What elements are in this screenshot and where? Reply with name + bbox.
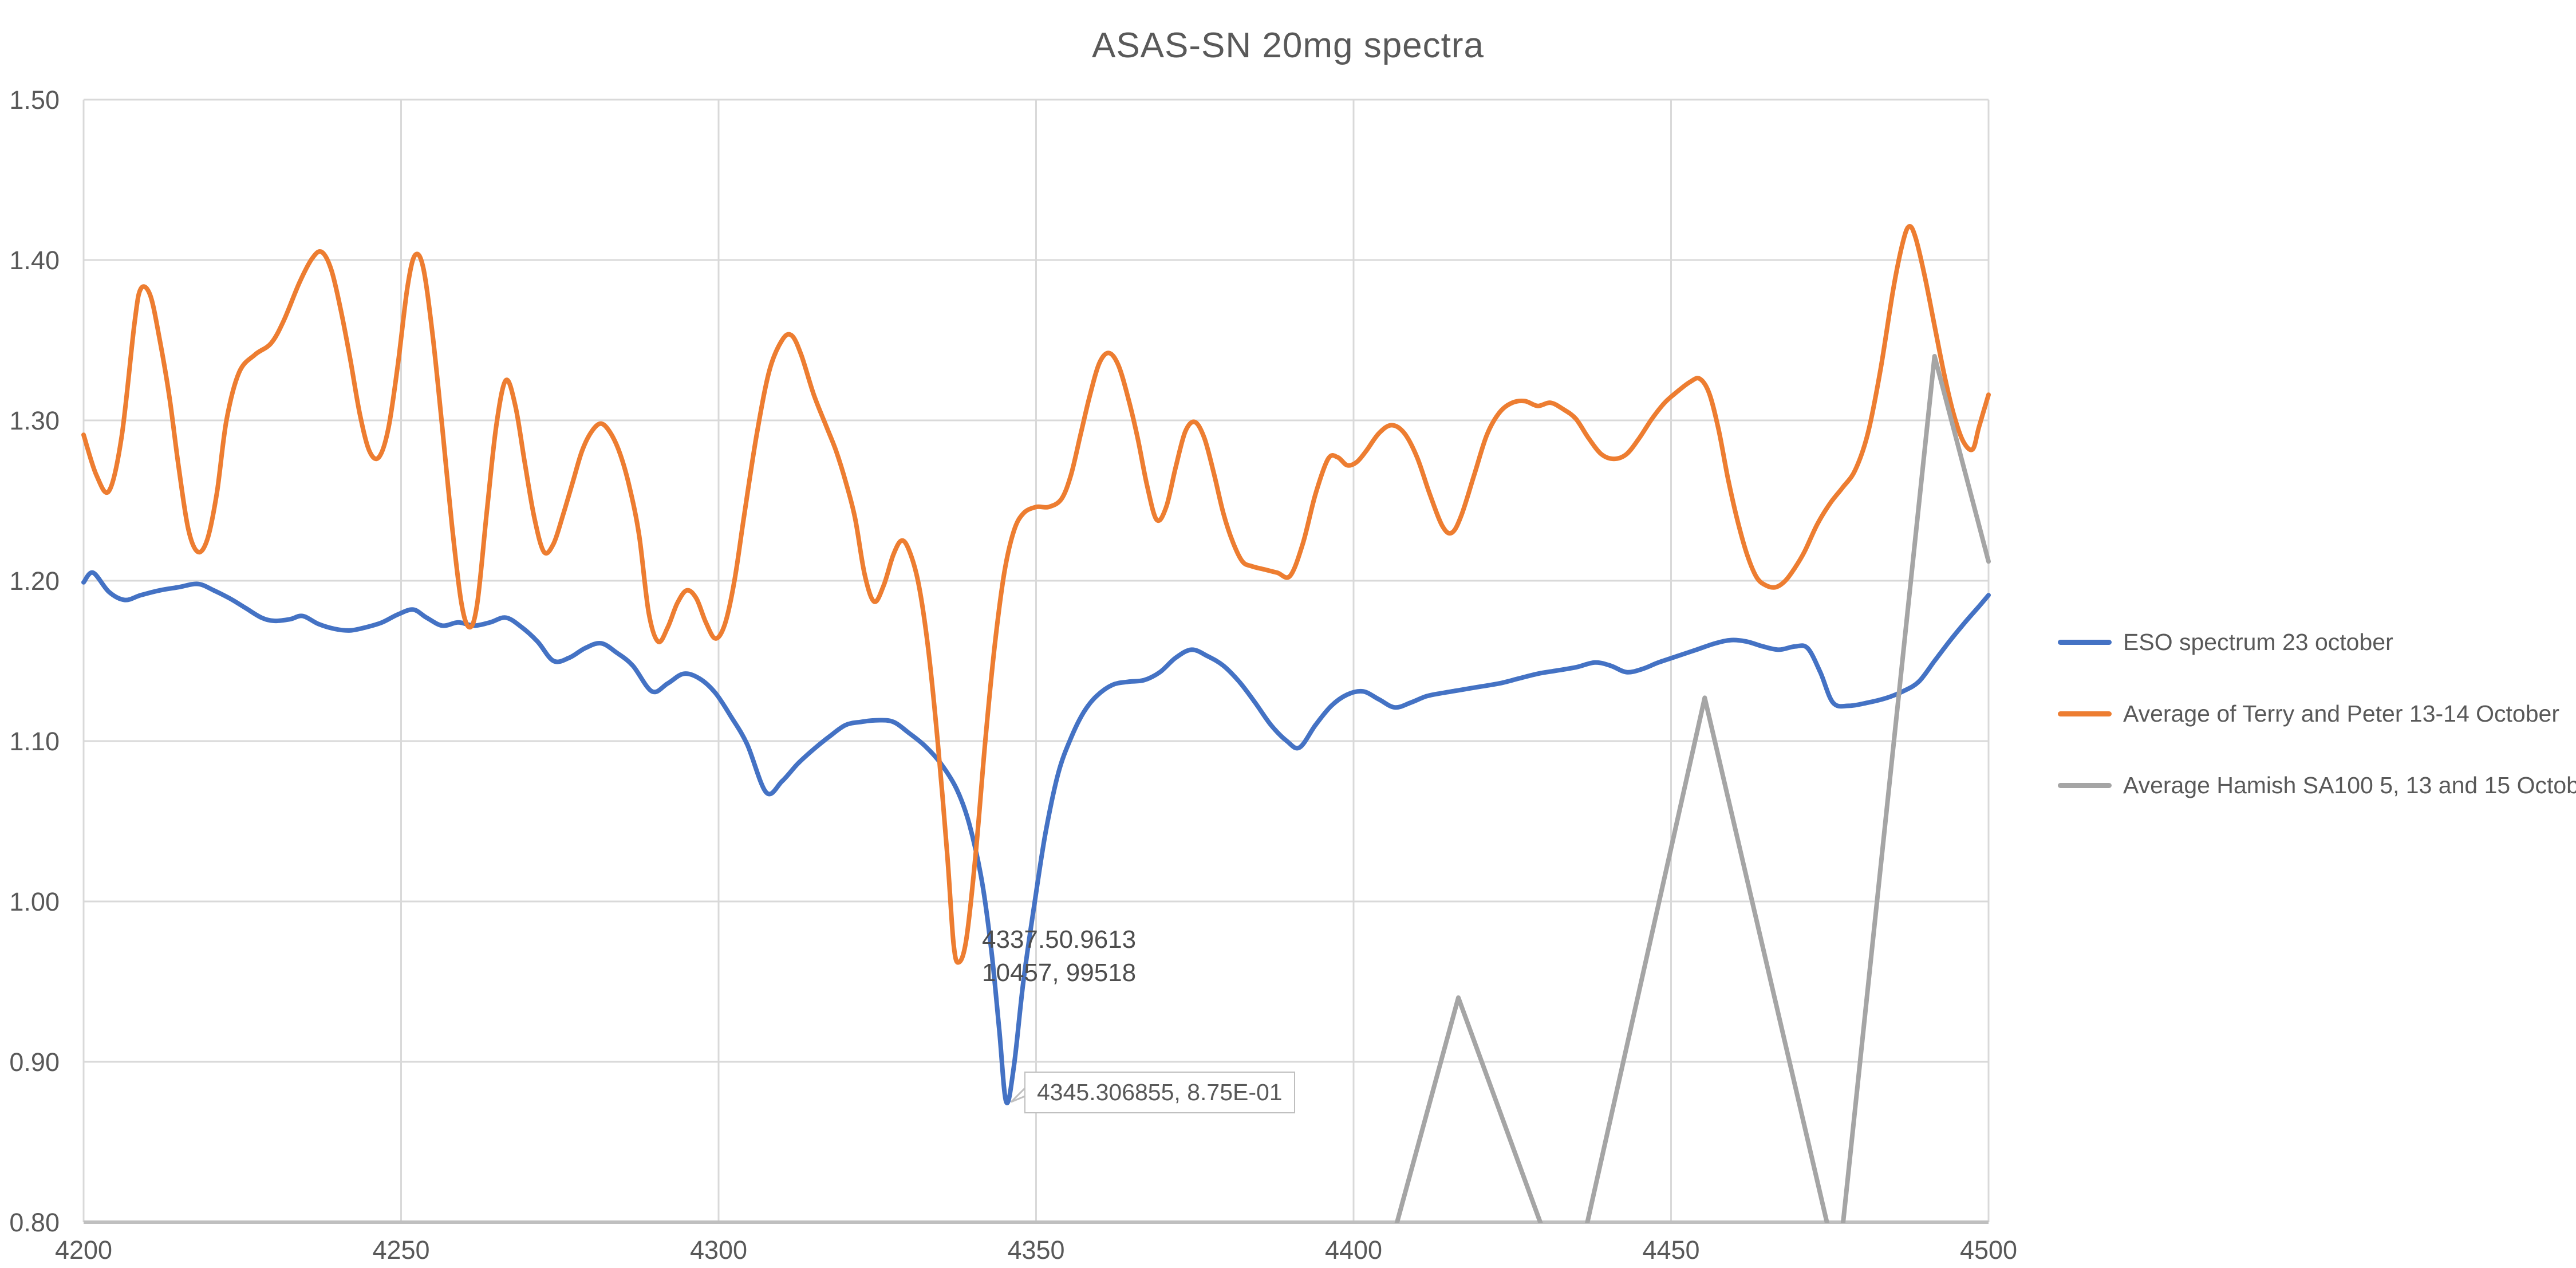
x-axis-tick-labels: 4200 4250 4300 4350 4400 4450 4500 — [55, 1235, 2017, 1265]
svg-text:1.20: 1.20 — [9, 566, 60, 596]
series-lines — [81, 224, 1991, 1268]
svg-text:0.90: 0.90 — [9, 1048, 60, 1077]
series-data-label-line1: 4337.50.9613 — [982, 926, 1137, 954]
svg-text:1.50: 1.50 — [9, 85, 60, 115]
series-line-1[interactable] — [81, 224, 1991, 965]
point-tooltip: 4345.306855, 8.75E-01 — [1024, 1072, 1295, 1113]
svg-text:1.00: 1.00 — [9, 887, 60, 916]
legend-line-swatch-blue — [2058, 640, 2112, 645]
legend: ESO spectrum 23 october Average of Terry… — [2058, 629, 2576, 844]
legend-label: ESO spectrum 23 october — [2123, 629, 2393, 655]
svg-text:1.10: 1.10 — [9, 727, 60, 756]
svg-text:4250: 4250 — [372, 1235, 429, 1265]
chart-title: ASAS-SN 20mg spectra — [1091, 26, 1485, 65]
legend-line-swatch-orange — [2058, 711, 2112, 716]
y-axis-tick-labels: 0.80 0.90 1.00 1.10 1.20 1.30 1.40 1.50 — [9, 85, 60, 1237]
svg-text:1.40: 1.40 — [9, 246, 60, 275]
svg-text:4400: 4400 — [1325, 1235, 1382, 1265]
svg-text:0.80: 0.80 — [9, 1208, 60, 1237]
svg-text:4450: 4450 — [1642, 1235, 1699, 1265]
legend-item-terry-peter[interactable]: Average of Terry and Peter 13-14 October — [2058, 700, 2576, 727]
series-line-2[interactable] — [1360, 354, 1991, 1268]
svg-text:1.30: 1.30 — [9, 406, 60, 435]
series-data-label-line2: 10457, 99518 — [982, 959, 1137, 987]
svg-text:4500: 4500 — [1960, 1235, 2017, 1265]
horizontal-gridlines — [84, 99, 1989, 1224]
legend-item-eso[interactable]: ESO spectrum 23 october — [2058, 629, 2576, 656]
svg-text:4200: 4200 — [55, 1235, 112, 1265]
vertical-gridlines — [82, 100, 1990, 1222]
svg-text:4300: 4300 — [690, 1235, 747, 1265]
legend-item-hamish[interactable]: Average Hamish SA100 5, 13 and 15 Octobe… — [2058, 772, 2576, 799]
series-line-0[interactable] — [81, 570, 1991, 1105]
legend-label: Average of Terry and Peter 13-14 October — [2123, 700, 2559, 727]
svg-text:4350: 4350 — [1007, 1235, 1064, 1265]
series-data-label: 4337.50.9613 10457, 99518 — [982, 923, 1136, 990]
legend-label: Average Hamish SA100 5, 13 and 15 Octobe… — [2123, 772, 2576, 798]
legend-line-swatch-gray — [2058, 783, 2112, 788]
